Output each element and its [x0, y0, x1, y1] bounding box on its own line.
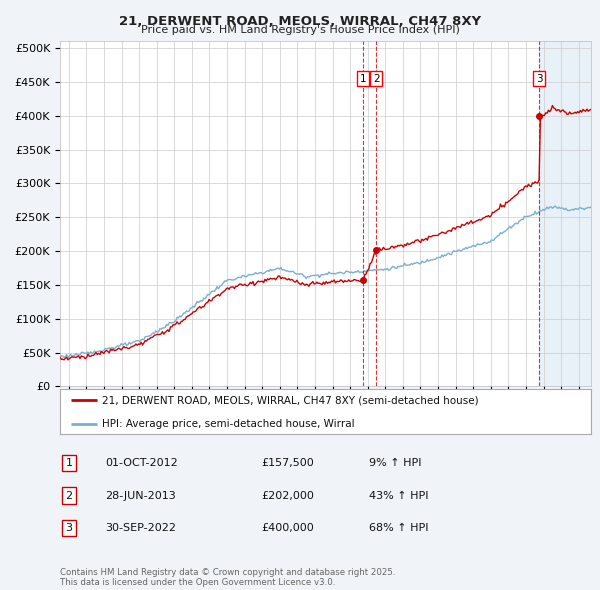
Text: HPI: Average price, semi-detached house, Wirral: HPI: Average price, semi-detached house,… [103, 419, 355, 429]
Text: 3: 3 [65, 523, 73, 533]
Text: 01-OCT-2012: 01-OCT-2012 [105, 458, 178, 468]
Text: 21, DERWENT ROAD, MEOLS, WIRRAL, CH47 8XY: 21, DERWENT ROAD, MEOLS, WIRRAL, CH47 8X… [119, 15, 481, 28]
Text: 2: 2 [65, 491, 73, 500]
Text: Contains HM Land Registry data © Crown copyright and database right 2025.
This d: Contains HM Land Registry data © Crown c… [60, 568, 395, 587]
Text: 43% ↑ HPI: 43% ↑ HPI [369, 491, 428, 500]
Text: 30-SEP-2022: 30-SEP-2022 [105, 523, 176, 533]
Bar [539, 41, 600, 386]
Text: Price paid vs. HM Land Registry's House Price Index (HPI): Price paid vs. HM Land Registry's House … [140, 25, 460, 35]
Text: £400,000: £400,000 [261, 523, 314, 533]
Text: 21, DERWENT ROAD, MEOLS, WIRRAL, CH47 8XY (semi-detached house): 21, DERWENT ROAD, MEOLS, WIRRAL, CH47 8X… [103, 395, 479, 405]
Text: £202,000: £202,000 [261, 491, 314, 500]
Text: 9% ↑ HPI: 9% ↑ HPI [369, 458, 421, 468]
Text: 68% ↑ HPI: 68% ↑ HPI [369, 523, 428, 533]
Text: 2: 2 [373, 74, 380, 84]
Text: 1: 1 [360, 74, 367, 84]
Text: 28-JUN-2013: 28-JUN-2013 [105, 491, 176, 500]
Text: 3: 3 [536, 74, 542, 84]
Text: 1: 1 [65, 458, 73, 468]
Text: £157,500: £157,500 [261, 458, 314, 468]
